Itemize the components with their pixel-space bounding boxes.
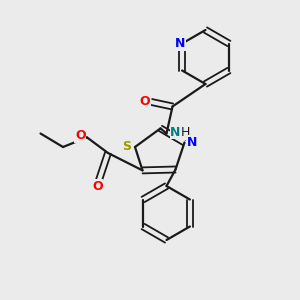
Text: N: N [187, 136, 197, 149]
Text: N: N [175, 37, 185, 50]
Text: O: O [92, 180, 103, 193]
Text: H: H [180, 126, 190, 140]
Text: N: N [170, 125, 181, 139]
Text: O: O [75, 129, 86, 142]
Text: S: S [122, 140, 131, 154]
Text: O: O [140, 95, 150, 109]
